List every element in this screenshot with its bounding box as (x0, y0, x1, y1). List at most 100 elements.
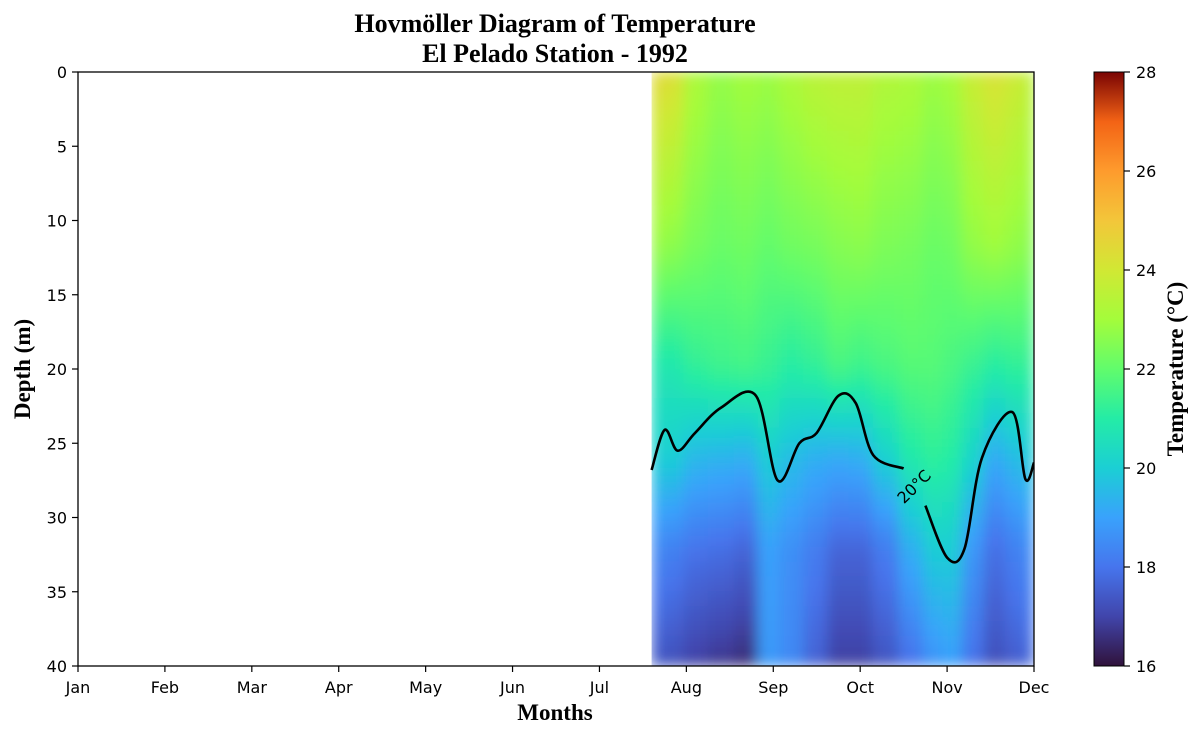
heatmap-cell (872, 130, 900, 147)
heatmap-cell (683, 72, 709, 88)
heatmap-cell (661, 353, 685, 370)
heatmap-cell (872, 323, 900, 340)
heatmap-cell (983, 338, 1007, 355)
heatmap-cell (651, 620, 663, 637)
heatmap-cell (651, 190, 663, 207)
heatmap-cell (898, 531, 924, 548)
heatmap-cell (651, 249, 663, 266)
heatmap-cell (942, 220, 963, 236)
heatmap-cell (803, 220, 829, 236)
heatmap-cell (1024, 487, 1034, 504)
heatmap-cell (707, 427, 735, 444)
heatmap-cell (1005, 190, 1026, 207)
heatmap-cell (827, 517, 850, 533)
heatmap-cell (961, 442, 985, 459)
heatmap-cell (1024, 620, 1034, 637)
heatmap-cell (983, 487, 1007, 504)
heatmap-cell (1005, 145, 1026, 162)
heatmap-cell (942, 72, 963, 88)
y-tick-label: 25 (47, 434, 67, 453)
heatmap-cell (683, 442, 709, 459)
heatmap-cell (983, 145, 1007, 162)
heatmap-cell (942, 309, 963, 325)
heatmap-cell (827, 234, 850, 251)
heatmap-cell (872, 561, 900, 578)
heatmap-cell (983, 502, 1007, 518)
heatmap-cell (872, 487, 900, 504)
heatmap-cell (779, 591, 805, 608)
heatmap-cell (779, 620, 805, 637)
heatmap-cell (661, 205, 685, 221)
heatmap-cell (707, 620, 735, 637)
heatmap-cell (872, 635, 900, 652)
heatmap-cell (848, 561, 874, 578)
heatmap-cell (803, 606, 829, 622)
heatmap-cell (848, 309, 874, 325)
heatmap-cell (872, 620, 900, 637)
heatmap-cell (898, 72, 924, 88)
heatmap-cell (707, 517, 735, 533)
heatmap-cell (961, 279, 985, 296)
heatmap-cell (1005, 457, 1026, 474)
heatmap-cell (898, 353, 924, 370)
heatmap-cell (757, 398, 781, 415)
heatmap-cell (757, 487, 781, 504)
heatmap-cell (757, 130, 781, 147)
heatmap-cell (661, 101, 685, 118)
heatmap-cell (779, 487, 805, 504)
heatmap-cell (803, 116, 829, 132)
heatmap-cell (757, 309, 781, 325)
heatmap-cell (983, 190, 1007, 207)
heatmap-cell (803, 353, 829, 370)
heatmap-cell (803, 487, 829, 504)
heatmap-cell (942, 190, 963, 207)
heatmap-cell (848, 502, 874, 518)
heatmap-cell (1005, 591, 1026, 608)
heatmap-cell (961, 234, 985, 251)
heatmap-cell (803, 620, 829, 637)
heatmap-cell (1005, 160, 1026, 177)
heatmap-cell (733, 650, 759, 666)
heatmap-cell (803, 442, 829, 459)
heatmap-cell (803, 323, 829, 340)
heatmap-cell (707, 72, 735, 88)
heatmap-cell (757, 72, 781, 88)
heatmap-cell (803, 531, 829, 548)
heatmap-cell (827, 249, 850, 266)
heatmap-cell (683, 190, 709, 207)
heatmap-cell (651, 383, 663, 400)
heatmap-cell (757, 294, 781, 311)
heatmap-cell (983, 205, 1007, 221)
heatmap-cell (803, 383, 829, 400)
heatmap-cell (683, 116, 709, 132)
heatmap-cell (683, 620, 709, 637)
colorbar-ticks: 16 18 20 22 24 26 28 (1124, 63, 1156, 676)
heatmap-cell (898, 145, 924, 162)
heatmap-cell (757, 86, 781, 103)
heatmap-cell (848, 353, 874, 370)
heatmap-cell (661, 72, 685, 88)
heatmap-cell (961, 220, 985, 236)
heatmap-cell (1005, 561, 1026, 578)
heatmap-cell (803, 591, 829, 608)
x-tick-label: May (409, 678, 442, 697)
heatmap-cell (898, 413, 924, 429)
heatmap-cell (827, 413, 850, 429)
heatmap-cell (707, 190, 735, 207)
heatmap-cell (942, 145, 963, 162)
y-tick-label: 40 (47, 657, 67, 676)
heatmap-cell (757, 546, 781, 563)
heatmap-cell (651, 531, 663, 548)
heatmap-cell (922, 427, 944, 444)
heatmap-cell (1005, 264, 1026, 281)
heatmap-cell (961, 650, 985, 666)
heatmap-cell (942, 517, 963, 533)
heatmap-cell (757, 620, 781, 637)
heatmap-cell (733, 234, 759, 251)
heatmap-cell (942, 205, 963, 221)
heatmap-cell (898, 383, 924, 400)
heatmap-cell (942, 383, 963, 400)
isotherm-line (650, 390, 905, 483)
heatmap-cell (803, 234, 829, 251)
heatmap-cell (942, 591, 963, 608)
